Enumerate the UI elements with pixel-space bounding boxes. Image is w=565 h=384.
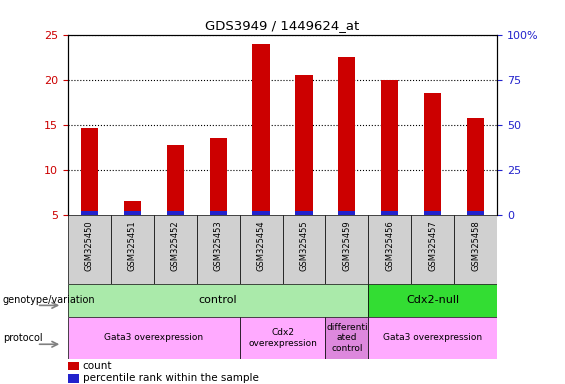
Bar — [167, 145, 184, 211]
Text: GSM325457: GSM325457 — [428, 220, 437, 271]
Text: protocol: protocol — [3, 333, 42, 343]
Bar — [411, 215, 454, 284]
Text: control: control — [199, 295, 237, 306]
Bar — [240, 215, 282, 284]
Bar — [295, 75, 312, 211]
Text: GSM325455: GSM325455 — [299, 220, 308, 271]
Text: GSM325454: GSM325454 — [257, 220, 266, 271]
Bar — [381, 80, 398, 211]
Bar — [467, 211, 484, 215]
Bar — [325, 317, 368, 359]
Bar — [368, 317, 497, 359]
Bar — [154, 215, 197, 284]
Bar — [68, 317, 240, 359]
Text: Cdx2
overexpression: Cdx2 overexpression — [248, 328, 317, 348]
Bar — [467, 119, 484, 211]
Text: GSM325459: GSM325459 — [342, 220, 351, 271]
Bar — [81, 127, 98, 211]
Bar — [368, 284, 497, 317]
Text: differenti
ated
control: differenti ated control — [326, 323, 368, 353]
Text: GSM325453: GSM325453 — [214, 220, 223, 271]
Bar — [111, 215, 154, 284]
Bar — [253, 44, 270, 211]
Bar — [124, 211, 141, 215]
Bar — [295, 211, 312, 215]
Bar — [167, 211, 184, 215]
Text: Gata3 overexpression: Gata3 overexpression — [104, 333, 203, 343]
Text: GSM325452: GSM325452 — [171, 220, 180, 271]
Bar — [68, 284, 368, 317]
Text: genotype/variation: genotype/variation — [3, 295, 95, 306]
Title: GDS3949 / 1449624_at: GDS3949 / 1449624_at — [205, 19, 360, 32]
Bar — [454, 215, 497, 284]
Bar — [424, 211, 441, 215]
Text: GSM325450: GSM325450 — [85, 220, 94, 271]
Bar — [210, 211, 227, 215]
Bar — [240, 317, 325, 359]
Bar — [338, 211, 355, 215]
Bar — [253, 211, 270, 215]
Bar — [381, 211, 398, 215]
Text: GSM325458: GSM325458 — [471, 220, 480, 271]
Bar — [210, 138, 227, 211]
Text: Cdx2-null: Cdx2-null — [406, 295, 459, 306]
Bar — [68, 374, 79, 383]
Bar — [68, 215, 111, 284]
Bar — [282, 215, 325, 284]
Bar — [68, 362, 79, 370]
Bar — [368, 215, 411, 284]
Bar — [338, 57, 355, 211]
Bar — [124, 200, 141, 211]
Bar — [325, 215, 368, 284]
Bar — [81, 211, 98, 215]
Bar — [197, 215, 240, 284]
Text: GSM325456: GSM325456 — [385, 220, 394, 271]
Text: percentile rank within the sample: percentile rank within the sample — [83, 373, 259, 383]
Text: count: count — [83, 361, 112, 371]
Bar — [424, 93, 441, 211]
Text: Gata3 overexpression: Gata3 overexpression — [383, 333, 483, 343]
Text: GSM325451: GSM325451 — [128, 220, 137, 271]
